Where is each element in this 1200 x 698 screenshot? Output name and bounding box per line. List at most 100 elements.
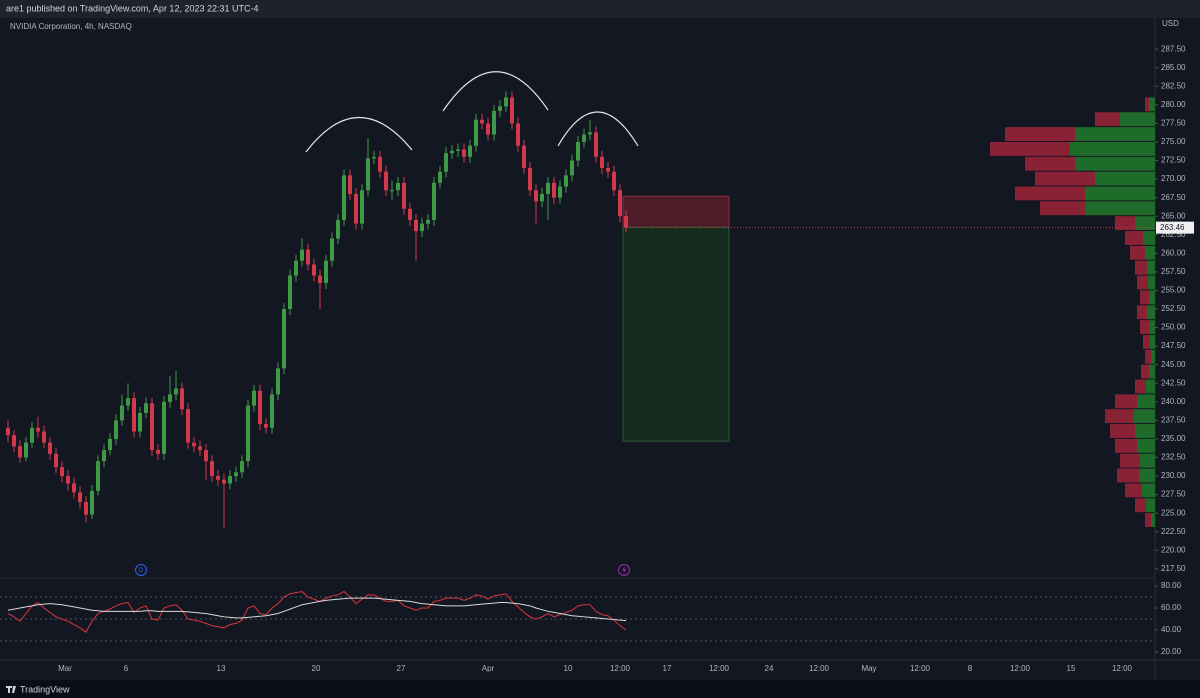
candle-body	[384, 171, 388, 191]
candle-body	[234, 472, 238, 477]
volume-down	[1140, 290, 1149, 305]
x-tick-label: 12:00	[1010, 664, 1031, 673]
volume-up	[1150, 334, 1155, 349]
volume-down	[1115, 438, 1137, 453]
volume-down	[1095, 112, 1120, 127]
candle-body	[396, 182, 400, 191]
y-tick-label: 277.50	[1161, 119, 1186, 128]
candle-body	[492, 110, 496, 135]
candle-body	[6, 427, 10, 436]
candle-body	[72, 483, 76, 493]
volume-up	[1070, 141, 1155, 156]
y-tick-label: 230.00	[1161, 471, 1186, 480]
y-tick-label: 217.50	[1161, 564, 1186, 573]
candle-body	[156, 450, 160, 454]
volume-up	[1149, 320, 1155, 334]
x-tick-label: 12:00	[610, 664, 631, 673]
candle-body	[288, 275, 292, 310]
x-tick-label: 24	[765, 664, 774, 673]
candle-body	[330, 238, 334, 261]
y-tick-label: 255.00	[1161, 286, 1186, 295]
volume-down	[1035, 171, 1095, 186]
candle-body	[414, 219, 418, 232]
volume-up	[1143, 231, 1155, 245]
volume-up	[1139, 468, 1155, 483]
y-tick-label: 232.50	[1161, 453, 1186, 462]
x-tick-label: 6	[124, 664, 129, 673]
candle-body	[54, 453, 58, 468]
candle-body	[210, 461, 214, 477]
x-tick-label: 15	[1067, 664, 1076, 673]
event-marker[interactable]	[135, 564, 147, 576]
volume-down	[1110, 424, 1135, 438]
candle-body	[438, 171, 442, 183]
candle-body	[78, 492, 82, 503]
brand-name: TradingView	[20, 684, 70, 694]
y-tick-label: 265.00	[1161, 211, 1186, 220]
candle-body	[582, 134, 586, 142]
last-price-box	[1156, 221, 1194, 234]
x-tick-label: 12:00	[1112, 664, 1133, 673]
rsi-line	[7, 590, 627, 633]
candle-body	[390, 190, 394, 192]
candle-body	[264, 424, 268, 428]
footer-bar	[0, 680, 1200, 698]
volume-down	[1135, 260, 1147, 275]
candle-body	[324, 260, 328, 284]
volume-up	[1137, 438, 1155, 453]
rsi-tick-label: 80.00	[1161, 581, 1182, 590]
event-marker[interactable]	[618, 564, 630, 576]
volume-down	[1125, 483, 1142, 498]
candle-body	[12, 435, 16, 447]
volume-down	[1145, 349, 1151, 364]
candle-body	[180, 388, 184, 410]
x-tick-label: Mar	[58, 664, 72, 673]
pattern-arc	[442, 71, 549, 112]
volume-down	[1040, 201, 1085, 216]
candle-body	[540, 193, 544, 202]
volume-down	[1115, 216, 1135, 231]
y-tick-label: 285.00	[1161, 63, 1186, 72]
candle-body	[342, 175, 346, 220]
candle-body	[594, 132, 598, 157]
candle-body	[60, 467, 64, 477]
y-tick-label: 245.00	[1161, 360, 1186, 369]
y-tick-label: 220.00	[1161, 545, 1186, 554]
volume-down	[1140, 320, 1149, 334]
candle-body	[294, 260, 298, 276]
volume-down	[1125, 231, 1143, 245]
volume-up	[1133, 409, 1155, 424]
candle-body	[504, 97, 508, 107]
volume-up	[1149, 290, 1155, 305]
pattern-arc	[557, 111, 639, 147]
candle-body	[366, 158, 370, 191]
y-tick-label: 252.50	[1161, 304, 1186, 313]
volume-up	[1142, 483, 1155, 498]
volume-down	[1141, 364, 1149, 379]
volume-down	[1143, 334, 1150, 349]
y-tick-label: 267.50	[1161, 193, 1186, 202]
x-tick-label: 20	[312, 664, 321, 673]
y-tick-label: 260.00	[1161, 248, 1186, 257]
candle-body	[276, 368, 280, 395]
volume-down	[1117, 468, 1139, 483]
candle-body	[432, 182, 436, 220]
candle-body	[576, 141, 580, 161]
candle-body	[588, 132, 592, 135]
volume-down	[1137, 275, 1148, 290]
candle-body	[420, 223, 424, 232]
candle-body	[336, 219, 340, 239]
volume-down	[1135, 498, 1146, 513]
candle-body	[468, 145, 472, 157]
currency: USD	[1162, 19, 1179, 28]
candle-body	[618, 190, 622, 217]
volume-up	[1120, 112, 1155, 127]
volume-down	[1105, 409, 1133, 424]
candle-body	[372, 156, 376, 159]
y-tick-label: 257.50	[1161, 267, 1186, 276]
candle-body	[150, 403, 154, 451]
volume-up	[1149, 364, 1155, 379]
candle-body	[246, 405, 250, 462]
volume-up	[1147, 305, 1155, 320]
